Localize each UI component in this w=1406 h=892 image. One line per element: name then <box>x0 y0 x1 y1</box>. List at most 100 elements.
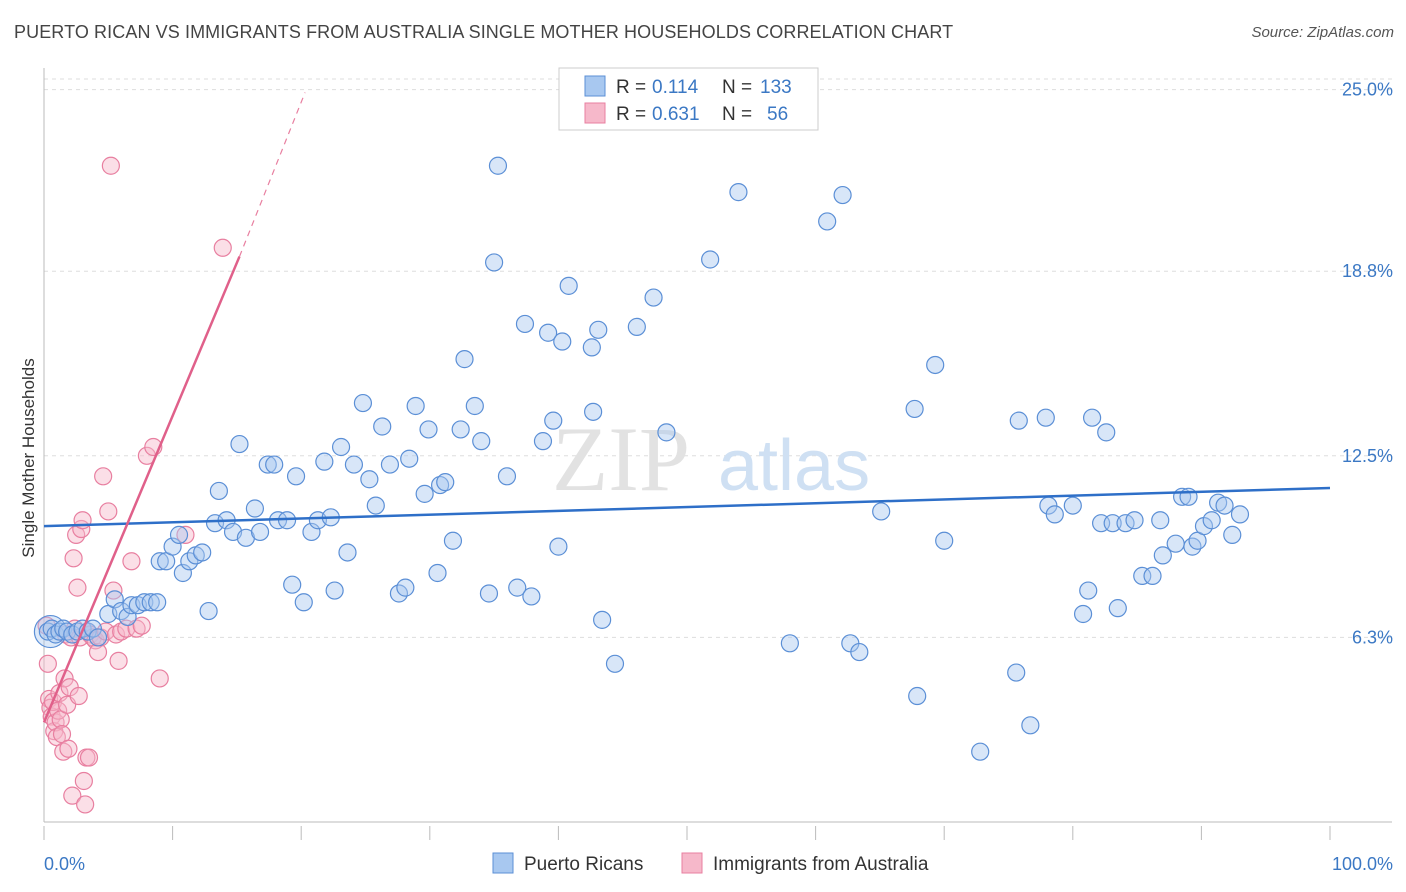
point-puerto-rican <box>148 593 167 612</box>
legend-r-value: 0.114 <box>652 77 699 98</box>
series-puerto-ricans <box>33 156 1250 761</box>
point-puerto-rican <box>286 467 306 486</box>
bottom-legend-label: Immigrants from Australia <box>713 854 929 875</box>
point-puerto-rican <box>283 575 302 594</box>
point-puerto-rican <box>173 563 192 583</box>
y-tick-label: 12.5% <box>1342 446 1393 466</box>
point-puerto-rican <box>818 212 837 231</box>
y-tick-label: 25.0% <box>1342 80 1393 100</box>
point-puerto-rican <box>294 593 313 612</box>
point-puerto-rican <box>544 411 563 430</box>
point-puerto-rican <box>265 455 284 474</box>
legend-swatch-pink <box>584 102 606 124</box>
point-immigrants-australia <box>94 467 113 486</box>
point-immigrants-australia <box>109 651 128 670</box>
point-puerto-rican <box>163 537 182 556</box>
point-puerto-rican <box>593 610 612 629</box>
point-puerto-rican <box>230 434 249 454</box>
point-puerto-rican <box>406 396 425 416</box>
point-immigrants-australia <box>68 578 87 597</box>
point-puerto-rican <box>150 552 169 571</box>
chart-source: Source: ZipAtlas.com <box>1251 24 1394 41</box>
point-immigrants-australia <box>122 552 141 571</box>
legend-box: R = 0.114 N = 133 R = 0.631 N = 56 <box>558 67 819 131</box>
legend-n-label: N = <box>722 104 752 125</box>
point-puerto-rican <box>353 393 373 413</box>
point-puerto-rican <box>926 355 945 375</box>
point-puerto-rican <box>539 323 558 342</box>
tick-labels: 6.3% 12.5% 18.8% 25.0% 0.0% 100.0% <box>44 80 1393 874</box>
point-puerto-rican <box>729 183 748 202</box>
point-puerto-rican <box>605 654 625 673</box>
point-puerto-rican <box>250 522 270 542</box>
point-puerto-rican <box>1009 411 1028 430</box>
point-puerto-rican <box>833 185 852 205</box>
point-puerto-rican <box>436 473 455 492</box>
point-puerto-rican <box>315 452 334 471</box>
point-puerto-rican <box>488 156 508 175</box>
point-puerto-rican <box>118 607 137 627</box>
point-puerto-rican <box>419 420 438 439</box>
point-puerto-rican <box>428 563 447 583</box>
point-puerto-rican <box>1151 511 1170 530</box>
point-puerto-rican <box>508 578 527 597</box>
bottom-legend-label: Puerto Ricans <box>524 854 643 875</box>
point-puerto-rican <box>169 525 189 544</box>
point-puerto-rican <box>325 581 344 600</box>
point-puerto-rican <box>141 593 160 612</box>
point-puerto-rican <box>479 584 499 603</box>
point-puerto-rican <box>1166 534 1185 553</box>
point-puerto-rican <box>205 514 225 533</box>
point-immigrants-australia <box>74 771 93 791</box>
point-puerto-rican <box>193 543 212 562</box>
point-puerto-rican <box>589 320 608 339</box>
point-immigrants-australia <box>88 642 108 662</box>
point-puerto-rican <box>1036 408 1055 427</box>
point-immigrants-australia <box>79 748 99 767</box>
bottom-legend-swatch-blue <box>492 852 514 874</box>
point-puerto-rican <box>1097 423 1116 442</box>
point-puerto-rican <box>88 628 108 647</box>
point-immigrants-australia <box>132 616 151 635</box>
trendlines <box>42 92 1331 723</box>
point-puerto-rican <box>245 499 265 518</box>
x-tick-label: 100.0% <box>1332 854 1393 874</box>
legend-n-label: N = <box>722 77 752 98</box>
point-immigrants-australia <box>54 742 73 761</box>
point-immigrants-australia <box>76 795 95 814</box>
point-puerto-rican <box>627 317 646 336</box>
bottom-legend: Puerto Ricans Immigrants from Australia <box>492 852 929 875</box>
point-puerto-rican <box>1183 537 1202 556</box>
point-puerto-rican <box>373 417 392 436</box>
point-immigrants-australia <box>101 156 120 175</box>
point-puerto-rican <box>1063 496 1082 515</box>
point-puerto-rican <box>1082 408 1102 427</box>
x-tick-label: 0.0% <box>44 854 85 874</box>
point-puerto-rican <box>971 742 990 761</box>
point-puerto-rican <box>443 531 463 550</box>
point-puerto-rican <box>1073 604 1093 624</box>
point-immigrants-australia <box>38 654 57 673</box>
point-immigrants-australia <box>46 713 65 732</box>
point-puerto-rican <box>1223 525 1242 544</box>
point-immigrants-australia <box>64 549 83 568</box>
point-puerto-rican <box>559 276 578 295</box>
legend-swatch-blue <box>584 75 606 97</box>
point-puerto-rican <box>258 455 277 474</box>
point-immigrants-australia <box>59 739 78 758</box>
legend-r-value: 0.631 <box>652 104 700 125</box>
point-puerto-rican <box>1230 505 1250 524</box>
bottom-legend-swatch-pink <box>681 852 703 874</box>
point-puerto-rican <box>935 531 954 550</box>
trendline-extension <box>238 92 306 257</box>
point-puerto-rican <box>701 250 720 269</box>
point-immigrants-australia <box>176 525 195 544</box>
point-puerto-rican <box>1143 566 1162 586</box>
point-puerto-rican <box>472 432 491 451</box>
y-axis-title: Single Mother Households <box>19 358 38 557</box>
point-puerto-rican <box>302 522 321 542</box>
point-puerto-rican <box>657 423 676 442</box>
point-puerto-rican <box>400 449 419 468</box>
legend-n-value: 133 <box>760 77 792 98</box>
chart-title: PUERTO RICAN VS IMMIGRANTS FROM AUSTRALI… <box>14 22 954 42</box>
